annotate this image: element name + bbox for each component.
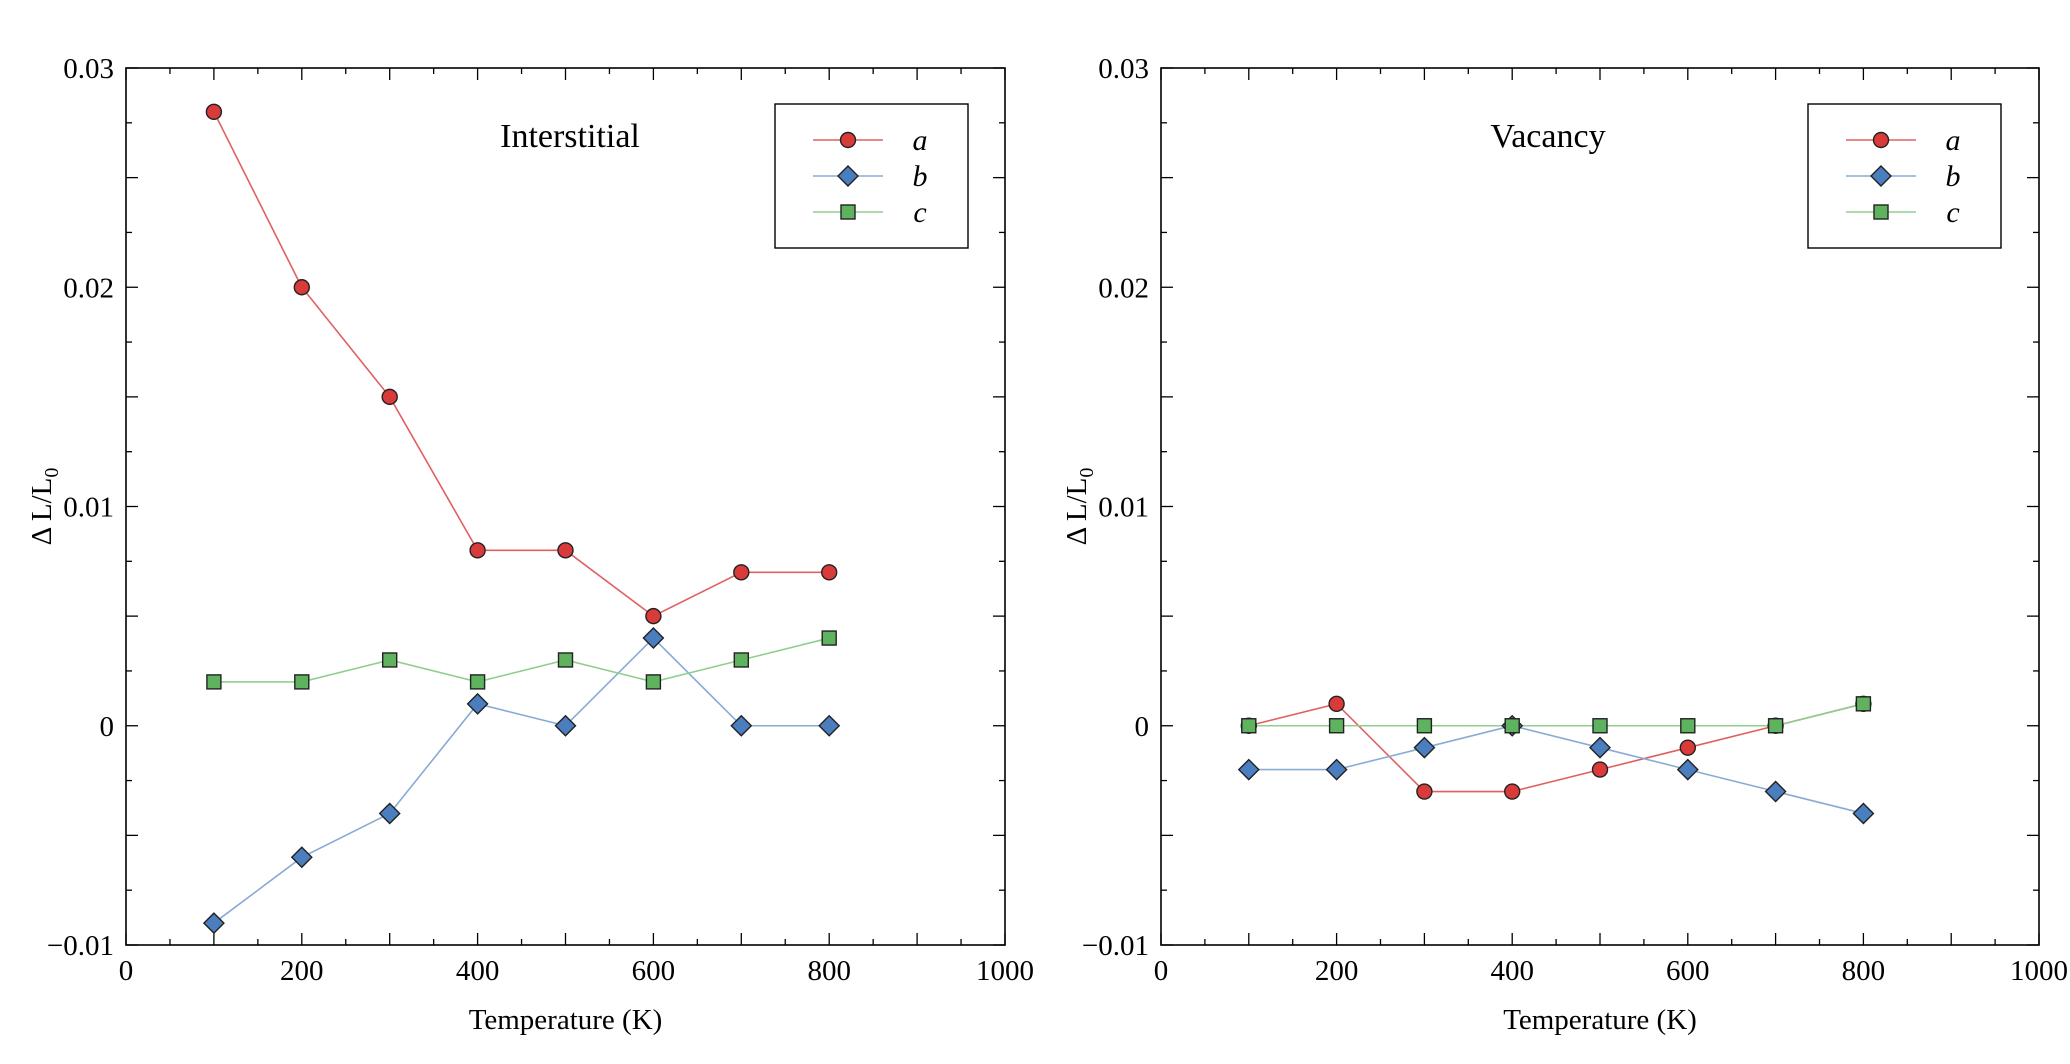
y-tick-label: 0 [1135,711,1150,743]
y-axis-label-subscript: 0 [41,468,63,478]
y-axis-label: Δ L/L0 [1061,468,1098,546]
legend-a-marker [1872,131,1890,149]
series-b-point [202,912,225,935]
series-a-point [557,542,574,559]
x-axis-label: Temperature (K) [1503,1004,1697,1036]
y-tick-label: −0.01 [47,930,114,962]
series-c-point [1767,718,1784,734]
series-c-point [294,674,310,690]
series-c-point [733,652,749,668]
series-c-point [645,674,662,690]
panel-title: Interstitial [500,118,640,155]
series-c-point [469,674,486,690]
series-c-point [557,652,574,668]
legend-a-marker [839,131,857,149]
legend-c-marker [1873,204,1889,220]
series-c-point [206,674,222,690]
series-a-point [381,388,398,406]
x-tick-label: 800 [807,955,851,987]
x-tick-label: 0 [119,955,134,987]
y-tick-label: −0.01 [1082,930,1149,962]
legend-b-marker [1870,165,1892,187]
series-b-line [1248,724,1864,815]
x-tick-label: 200 [1315,955,1359,987]
series-a-point [821,564,838,581]
series-b-point [1764,780,1787,803]
legend: abc [1807,103,2002,249]
x-tick-label: 400 [456,955,500,987]
series-a-point [469,542,486,559]
series-a-line [1248,702,1864,793]
series-b-point [1237,758,1260,781]
series-a-point [1416,783,1433,800]
y-tick-label: 0.03 [63,53,114,85]
chart-panel-interstitial: 0 200 400 600 800 1000−0.0100.010.020.03Tempe… [26,53,1034,1036]
series-c-line [1248,703,1864,727]
y-axis-label-main: Δ L/L [1061,478,1093,546]
x-tick-label: 0 [1154,955,1169,987]
x-tick-label: 1000 [2010,955,2068,987]
x-tick-label: 400 [1490,955,1534,987]
legend-a-label: a [1946,124,1961,157]
series-c-point [382,652,398,668]
series-a-point [733,564,750,581]
legend-a-label: a [913,124,928,157]
series-b-point [818,714,841,737]
legend-c-marker [840,204,856,220]
x-tick-label: 1000 [976,955,1034,987]
y-tick-label: 0.01 [1098,492,1149,524]
series-a-point [1591,761,1609,778]
series-c-line [213,637,830,683]
series-b-line [213,636,830,924]
x-tick-label: 200 [280,955,324,987]
series-a-point [293,279,310,296]
chart-panel-vacancy: 0 200 400 600 800 1000−0.0100.010.020.03Tempe… [1061,53,2068,1036]
series-b-point [466,692,489,715]
y-tick-label: 0.02 [1098,272,1149,304]
series-c-point [1241,718,1257,734]
series-c-point [1504,718,1520,734]
series-c-point [1328,718,1345,734]
series-b-point [730,714,753,737]
series-b-point [1325,758,1348,781]
y-tick-label: 0.01 [63,492,114,524]
series-a-line [213,111,830,618]
x-tick-label: 800 [1842,955,1886,987]
series-a-point [1503,783,1521,800]
legend-b-label: b [913,160,928,193]
series-b-point [1852,802,1875,825]
series-c-point [1416,718,1433,734]
series-a-point [645,607,662,625]
legend-c-label: c [913,196,926,229]
y-tick-label: 0.02 [63,272,114,304]
series-c-point [1680,718,1696,734]
legend-b-marker [837,165,859,187]
series-b-point [1676,758,1699,781]
series-b-point [290,846,313,869]
series-a-point [1328,695,1345,713]
series-c-point [1592,718,1608,734]
y-axis-label-subscript: 0 [1076,468,1098,478]
y-axis-label-main: Δ L/L [26,478,58,546]
series-b-point [378,802,401,825]
series-b-point [1589,736,1611,759]
series-c-point [1855,696,1872,712]
series-b-point [1413,736,1436,759]
series-a-point [1679,739,1697,756]
y-tick-label: 0.03 [1098,53,1149,85]
series-c-point [821,630,837,646]
y-tick-label: 0 [100,711,115,743]
x-axis-label: Temperature (K) [469,1004,663,1036]
series-b-point [554,714,577,737]
x-tick-label: 600 [632,955,676,987]
series-a-point [205,103,223,121]
legend-b-label: b [1946,160,1961,193]
panel-title: Vacancy [1490,118,1605,155]
y-axis-label: Δ L/L0 [26,468,63,546]
legend: abc [774,103,969,249]
series-b-point [642,627,665,650]
x-tick-label: 600 [1666,955,1710,987]
legend-c-label: c [1946,196,1959,229]
